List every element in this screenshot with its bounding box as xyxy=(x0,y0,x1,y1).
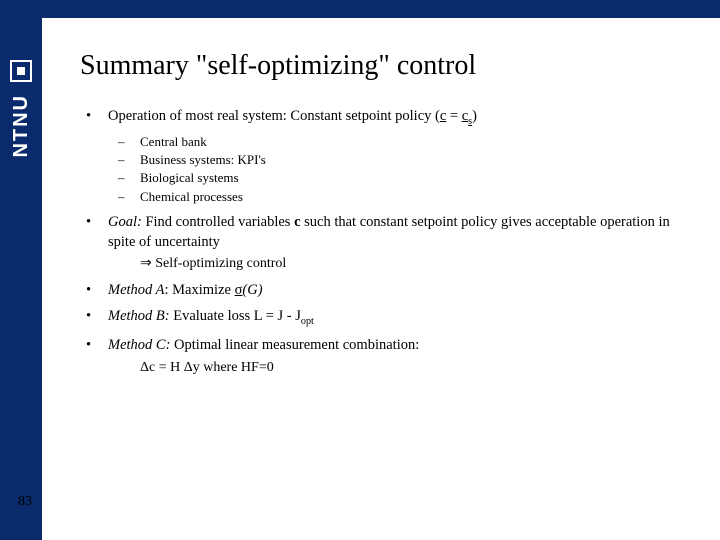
bullet-2: Goal: Find controlled variables c such t… xyxy=(108,212,690,274)
ntnu-logo-inner-icon xyxy=(17,67,25,75)
bullet-3: Method A: Maximize σ(G) xyxy=(108,280,690,300)
b2-goal: Goal: xyxy=(108,214,142,230)
sub-item-4: Chemical processes xyxy=(140,188,690,206)
b1-prefix: Operation of most real system: Constant … xyxy=(108,108,440,124)
page-number: 83 xyxy=(18,494,32,510)
b4-opt: opt xyxy=(301,316,314,327)
bullet-5: Method C: Optimal linear measurement com… xyxy=(108,335,690,377)
b5-method: Method C: xyxy=(108,337,170,353)
b1-eq: = xyxy=(446,108,461,124)
sub-list-1: Central bank Business systems: KPI's Bio… xyxy=(108,133,690,206)
sub-item-1: Central bank xyxy=(140,133,690,151)
b4-method: Method B: xyxy=(108,308,170,324)
bullet-list: Operation of most real system: Constant … xyxy=(80,106,690,377)
b2-mid1: Find controlled variables xyxy=(142,214,294,230)
sidebar-brand: NTNU xyxy=(0,0,42,540)
top-bar xyxy=(0,0,720,18)
b3-mid: : Maximize xyxy=(165,282,235,298)
ntnu-logo-icon xyxy=(10,60,32,82)
bullet-4: Method B: Evaluate loss L = J - Jopt xyxy=(108,306,690,329)
b5-mid: Optimal linear measurement combination: xyxy=(170,337,419,353)
b5-indent: Δc = H Δy where HF=0 xyxy=(108,358,690,378)
sub-item-2: Business systems: KPI's xyxy=(140,151,690,169)
b1-suffix: ) xyxy=(472,108,477,124)
sidebar-org-label: NTNU xyxy=(10,94,33,158)
b3-method: Method A xyxy=(108,282,165,298)
slide-title: Summary "self-optimizing" control xyxy=(80,50,690,82)
bullet-1: Operation of most real system: Constant … xyxy=(108,106,690,206)
sub-item-3: Biological systems xyxy=(140,169,690,187)
slide-content: Summary "self-optimizing" control Operat… xyxy=(80,50,690,383)
b3-arg: (G) xyxy=(242,282,262,298)
b4-mid: Evaluate loss L = J - J xyxy=(170,308,301,324)
b2-indent: ⇒ Self-optimizing control xyxy=(108,254,690,274)
